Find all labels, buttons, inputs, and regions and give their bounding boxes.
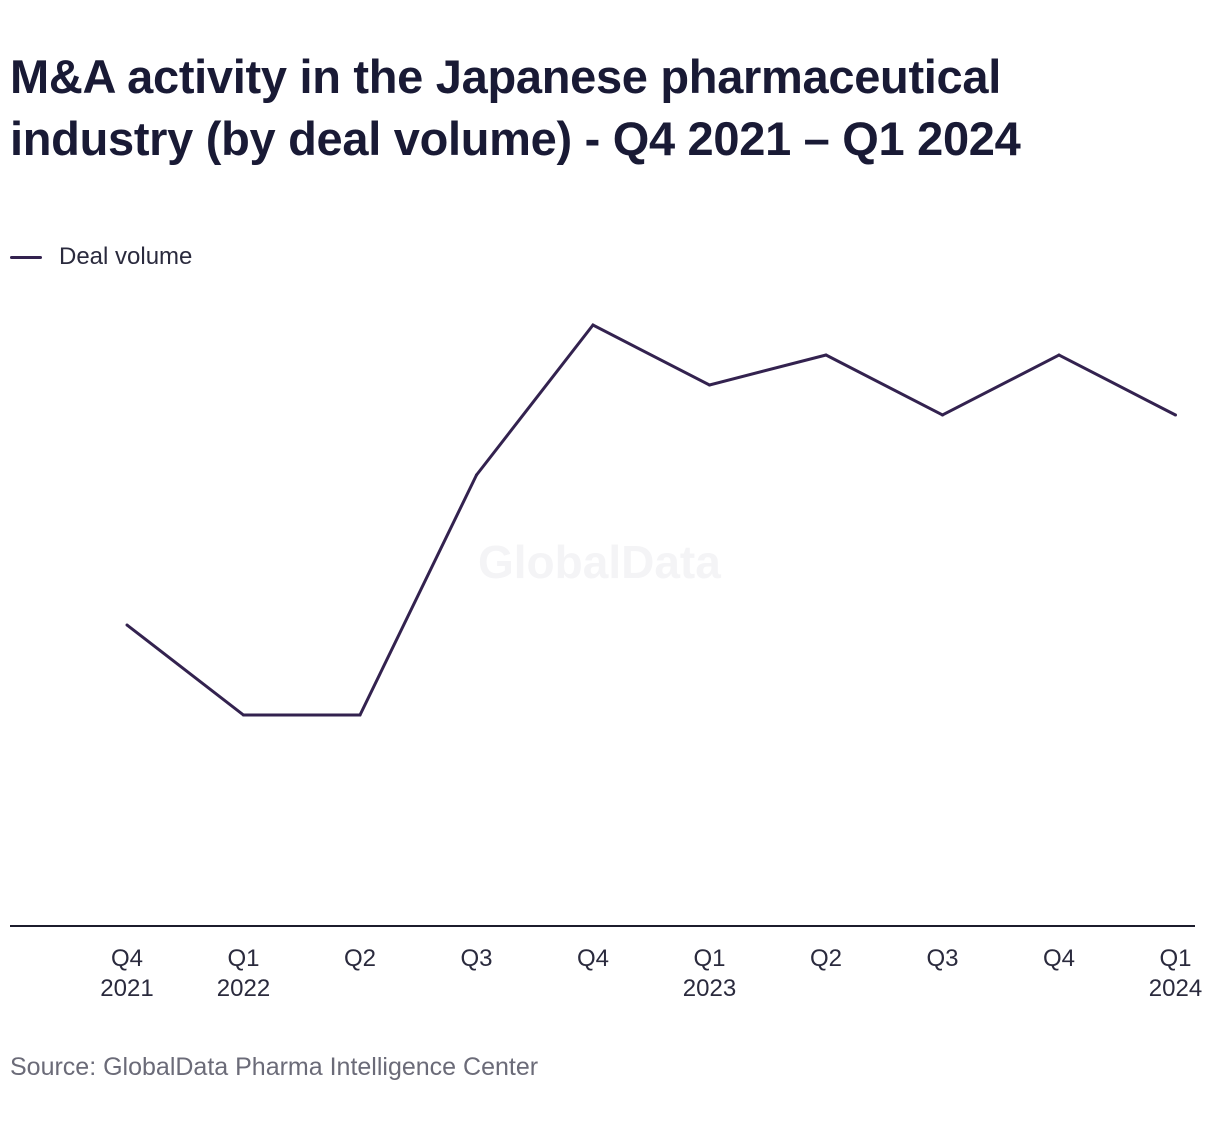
data-point-2: [242, 713, 245, 717]
data-point-10: [1174, 413, 1177, 417]
series-group: [125, 323, 1177, 717]
legend-label-deal-volume: Deal volume: [59, 243, 193, 270]
x-tick-label-5: Q4: [577, 945, 609, 972]
data-point-8: [941, 413, 944, 417]
legend-swatch-deal-volume: [10, 255, 42, 259]
source-note: Source: GlobalData Pharma Intelligence C…: [10, 1053, 539, 1081]
x-tick-label-2: Q1 2022: [217, 945, 270, 1002]
data-point-3: [358, 713, 362, 717]
series-line-deal-volume: [126, 323, 1177, 717]
legend: Deal volume: [10, 241, 192, 273]
x-tick-label-7: Q2: [810, 945, 842, 972]
x-tick-label-10: Q1 2024: [1149, 945, 1202, 1002]
data-point-9: [1057, 353, 1061, 357]
x-tick-label-9: Q4: [1043, 945, 1075, 972]
x-tick-label-8: Q3: [926, 945, 958, 972]
x-tick-label-4: Q3: [460, 945, 492, 972]
data-point-4: [475, 473, 478, 477]
chart-title: M&A activity in the Japanese pharmaceuti…: [10, 50, 1021, 165]
x-tick-labels: Q4 2021 Q1 2022 Q2 Q3 Q4 Q1 2023 Q2 Q3 Q4 Q1 2024: [100, 945, 1202, 1002]
data-point-7: [824, 353, 828, 357]
x-tick-label-1: Q4 2021: [100, 945, 153, 1002]
x-tick-label-3: Q2: [344, 945, 376, 972]
x-tick-label-6: Q1 2023: [683, 945, 736, 1002]
watermark: GlobalData: [478, 536, 721, 588]
data-point-5: [591, 323, 595, 327]
data-point-6: [708, 383, 711, 387]
data-point-1: [125, 623, 129, 627]
